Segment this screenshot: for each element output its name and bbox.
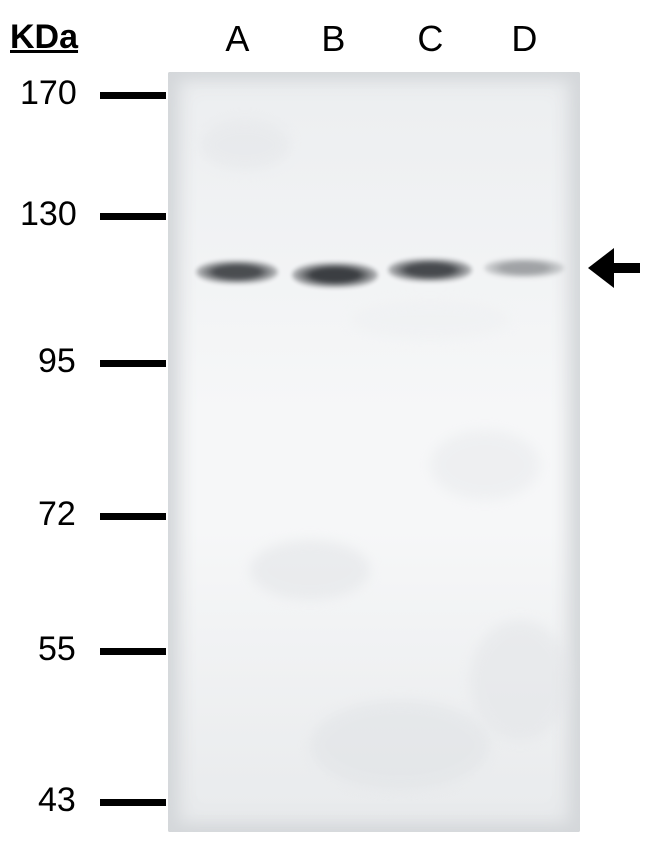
blot-smudge [310,700,490,790]
protein-band [196,260,278,284]
lane-label: D [511,18,537,60]
lane-label: C [417,18,443,60]
mw-tick [100,799,166,806]
unit-label: KDa [10,18,78,57]
blot-smudge [250,540,370,600]
mw-label: 72 [38,495,76,534]
blot-smudge [470,620,570,740]
mw-label: 95 [38,342,76,381]
protein-band [292,262,378,288]
mw-label: 130 [20,195,77,234]
lane-label: B [321,18,345,60]
mw-tick [100,648,166,655]
mw-tick [100,213,166,220]
mw-label: 55 [38,630,76,669]
mw-tick [100,92,166,99]
blot-smudge [200,120,290,170]
mw-tick [100,360,166,367]
mw-label: 170 [20,74,77,113]
lane-label: A [225,18,249,60]
blot-membrane [168,72,580,832]
mw-label: 43 [38,781,76,820]
blot-smudge [350,300,510,340]
arrow-head-icon [588,248,614,288]
blot-smudge [430,430,540,500]
protein-band [388,258,472,282]
protein-band [484,258,564,278]
arrow-shaft [612,263,640,273]
western-blot-figure: { "figure": { "type": "western-blot", "w… [0,0,650,841]
mw-tick [100,513,166,520]
